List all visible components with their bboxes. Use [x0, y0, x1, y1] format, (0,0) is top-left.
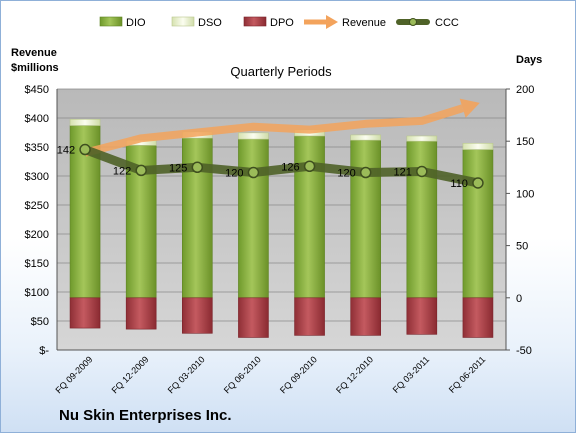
ccc-data-label: 110 — [450, 178, 468, 190]
dso-bar — [238, 132, 269, 140]
dio-bar — [294, 135, 325, 299]
ccc-line — [80, 145, 483, 188]
legend-swatch — [99, 16, 123, 27]
legend-swatch — [243, 16, 267, 27]
right-tick-label: 200 — [516, 84, 534, 96]
ccc-point — [416, 165, 428, 178]
ccc-point — [472, 177, 484, 189]
ccc-point — [191, 161, 204, 174]
left-axis-label-line-2: $millions — [11, 62, 59, 74]
dso-bar — [406, 135, 438, 142]
legend-swatch-marker — [409, 18, 417, 26]
left-axis-label: Revenue — [11, 47, 57, 59]
right-axis-label: Days — [516, 54, 542, 66]
company-name: Nu Skin Enterprises Inc. — [59, 407, 232, 424]
legend-swatch — [171, 16, 195, 27]
right-tick-label: 100 — [516, 188, 534, 200]
dpo-bar — [406, 297, 438, 335]
legend-swatch-arrowhead — [326, 15, 338, 29]
dso-bar — [462, 142, 494, 150]
x-tick-label: FQ 09-2010 — [278, 354, 319, 395]
ccc-point — [135, 164, 147, 177]
x-tick-label: FQ 12-2009 — [110, 354, 151, 395]
ccc-series: 142 122 125 120 126 120 121 110 — [57, 143, 484, 190]
right-tick-label: 150 — [516, 136, 534, 148]
ccc-point — [247, 166, 260, 179]
x-tick-label: FQ 09-2009 — [53, 354, 94, 395]
left-tick-label: $400 — [25, 113, 49, 125]
ccc-data-label: 125 — [169, 162, 187, 174]
dpo-bar — [69, 297, 101, 329]
legend-label: DIO — [126, 17, 146, 29]
x-tick-label: FQ 06-2011 — [447, 354, 488, 395]
left-tick-label: $300 — [25, 171, 49, 183]
right-tick-label: 0 — [516, 293, 522, 305]
dio-bar — [406, 140, 438, 299]
revenue-series — [84, 98, 480, 157]
right-tick-label: 50 — [516, 241, 528, 253]
dpo-bar — [462, 297, 494, 338]
left-tick-label: $450 — [25, 84, 49, 96]
legend-label: DSO — [198, 17, 222, 29]
legend-label: DPO — [270, 17, 294, 29]
x-tick-label: FQ 03-2011 — [391, 354, 432, 395]
dpo-bar — [125, 297, 157, 330]
revenue-arrowhead — [459, 98, 480, 118]
dpo-bar — [350, 297, 381, 336]
left-tick-label: $350 — [25, 142, 49, 154]
x-tick-label: FQ 03-2010 — [166, 354, 207, 395]
ccc-data-label: 126 — [281, 161, 299, 173]
x-tick-label: FQ 12-2010 — [334, 354, 375, 395]
left-tick-label: $200 — [25, 229, 49, 241]
ccc-data-label: 120 — [225, 168, 243, 180]
ccc-point — [359, 166, 372, 179]
dso-bar — [69, 118, 101, 126]
left-tick-label: $100 — [25, 287, 49, 299]
ccc-data-label: 120 — [337, 168, 355, 180]
left-tick-label: $- — [39, 345, 49, 357]
dso-bar — [350, 134, 381, 141]
ccc-point — [303, 160, 316, 173]
dpo-bar — [238, 297, 269, 338]
legend-label: Revenue — [342, 17, 386, 29]
left-tick-label: $250 — [25, 200, 49, 212]
revenue-line — [84, 104, 464, 157]
dio-bar — [350, 139, 381, 299]
legend-label: CCC — [435, 17, 459, 29]
dio-bar — [238, 138, 269, 299]
left-tick-label: $50 — [31, 316, 49, 328]
left-tick-label: $150 — [25, 258, 49, 270]
chart-title: Quarterly Periods — [230, 64, 332, 79]
ccc-data-label: 121 — [393, 166, 411, 178]
legend: DIO DSO DPO Revenue CCC — [99, 15, 459, 29]
dpo-bar — [182, 297, 213, 334]
ccc-data-label: 122 — [113, 165, 131, 177]
ccc-point — [79, 143, 91, 156]
ccc-data-label: 142 — [57, 145, 75, 157]
dio-bar — [462, 149, 494, 299]
x-tick-label: FQ 06-2010 — [222, 354, 263, 395]
right-tick-label: -50 — [516, 345, 532, 357]
dpo-bar — [294, 297, 325, 336]
